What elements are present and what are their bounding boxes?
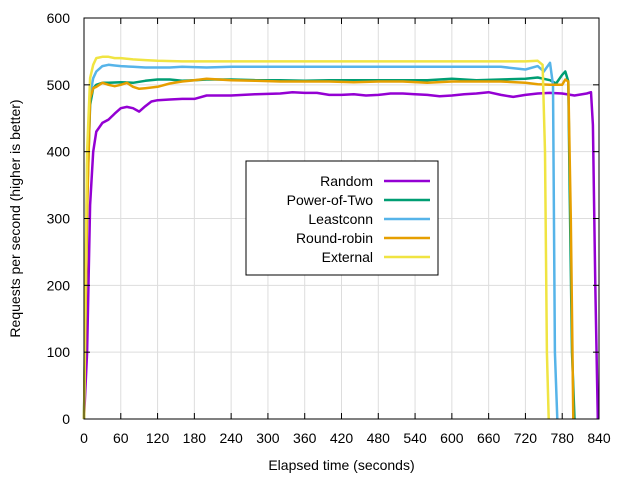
y-tick-label: 400 <box>47 144 71 160</box>
x-axis-label: Elapsed time (seconds) <box>268 457 414 473</box>
legend-label-random: Random <box>320 173 373 189</box>
y-tick-label: 300 <box>47 211 71 227</box>
y-axis-ticks: 0 100 200 300 400 500 600 <box>47 10 599 427</box>
y-tick-label: 100 <box>47 344 71 360</box>
y-tick-label: 600 <box>47 10 71 26</box>
x-tick-label: 120 <box>146 430 170 446</box>
series-line-round-robin <box>82 77 575 420</box>
x-tick-label: 720 <box>514 430 538 446</box>
series-line-leastconn <box>82 61 559 420</box>
legend: Random Power-of-Two Leastconn Round-robin Ex… <box>245 160 439 276</box>
y-axis-label: Requests per second (higher is better) <box>7 99 23 337</box>
legend-label-leastconn: Leastconn <box>308 211 373 227</box>
legend-label-round-robin: Round-robin <box>296 230 373 246</box>
x-tick-label: 360 <box>293 430 317 446</box>
x-tick-label: 600 <box>440 430 464 446</box>
y-tick-label: 0 <box>62 411 70 427</box>
x-tick-label: 60 <box>113 430 129 446</box>
series-lines <box>82 55 600 420</box>
series-line-external <box>82 55 550 420</box>
x-tick-label: 780 <box>551 430 575 446</box>
x-tick-label: 480 <box>367 430 391 446</box>
legend-label-power-of-two: Power-of-Two <box>287 192 374 208</box>
y-tick-label: 200 <box>47 277 71 293</box>
y-tick-label: 500 <box>47 77 71 93</box>
grid-lines <box>84 18 599 419</box>
x-tick-label: 420 <box>330 430 354 446</box>
x-tick-label: 0 <box>80 430 88 446</box>
legend-items: Random Power-of-Two Leastconn Round-robin Ex… <box>287 173 430 265</box>
x-tick-label: 240 <box>219 430 243 446</box>
legend-label-external: External <box>322 249 373 265</box>
series-line-random <box>82 90 600 420</box>
x-tick-label: 660 <box>477 430 501 446</box>
x-axis-ticks: 0 60 120 180 240 300 360 420 480 540 600 660 720 780 8… <box>80 18 611 446</box>
x-tick-label: 300 <box>256 430 280 446</box>
x-tick-label: 540 <box>403 430 427 446</box>
x-tick-label: 180 <box>183 430 207 446</box>
x-tick-label: 840 <box>587 430 611 446</box>
